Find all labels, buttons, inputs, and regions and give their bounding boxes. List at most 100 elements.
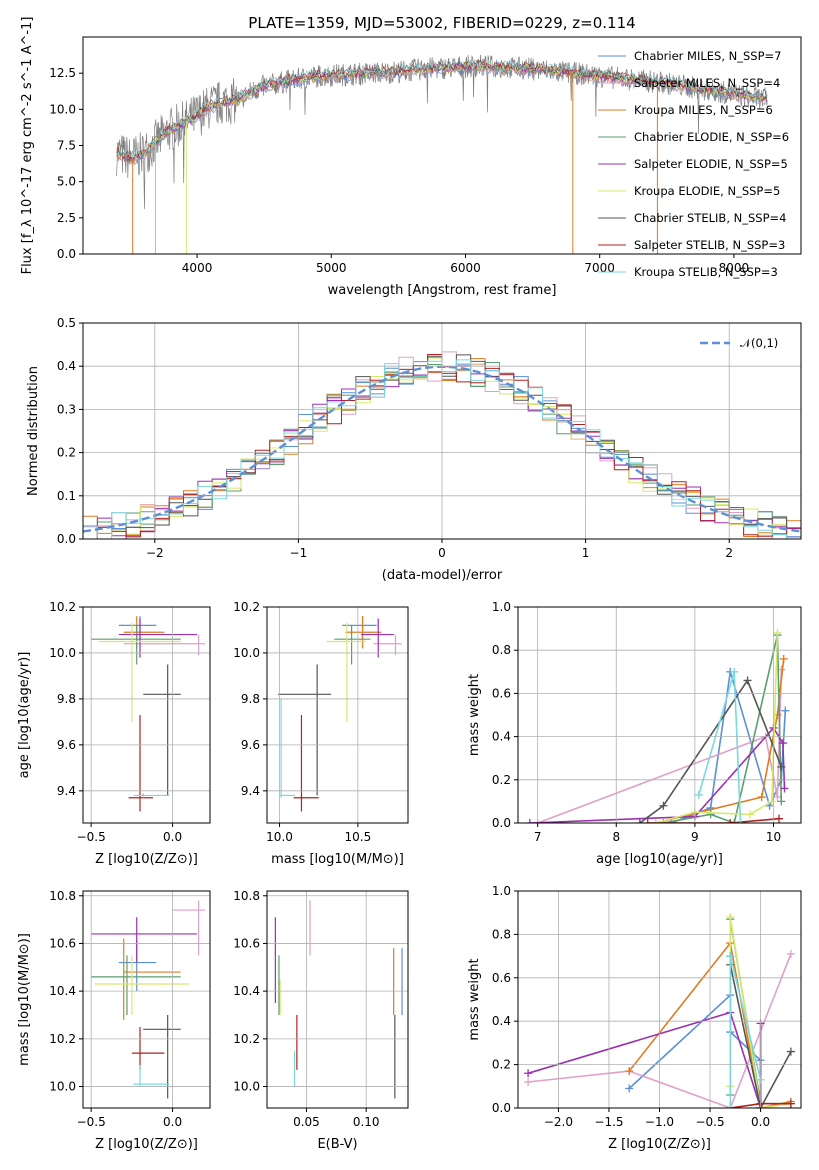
- weight-marker: [774, 814, 783, 823]
- y-tick-label: 0.6: [492, 686, 511, 700]
- chart-panel-7: 0.05 0.10 10.0 10.2 10.4 10.6 10.8 E(B-V): [233, 889, 409, 1152]
- y-tick-label: 0.0: [57, 247, 76, 261]
- weight-line-5: [527, 1011, 762, 1108]
- weight-line-5: [529, 726, 786, 823]
- y-tick-label: 12.5: [49, 66, 76, 80]
- legend-entry: Salpeter ELODIE, N_SSP=5: [634, 157, 788, 171]
- x-axis-label: wavelength [Angstrom, rest frame]: [328, 283, 557, 298]
- weight-marker: [730, 819, 739, 823]
- data-point-4: [91, 955, 181, 1015]
- y-tick-label: 10.0: [233, 1080, 260, 1094]
- axes-frame: [517, 606, 802, 824]
- y-tick-label: 10.8: [233, 889, 260, 903]
- y-tick-label: 0.0: [57, 532, 76, 546]
- y-tick-label: 7.5: [57, 139, 76, 153]
- y-tick-label: 10.2: [49, 600, 76, 614]
- weight-marker: [524, 1069, 533, 1078]
- y-tick-label: 9.4: [57, 784, 76, 798]
- y-tick-label: 1.0: [492, 884, 511, 898]
- axes-frame: [517, 890, 802, 1109]
- axes-frame: [266, 890, 409, 1109]
- x-tick-label: 2: [725, 546, 733, 560]
- weight-marker: [777, 762, 786, 771]
- chart-panel-1: 4000 5000 6000 7000 8000 0.0 2.5 5.0 7.5 10.0 12.5…: [20, 14, 802, 298]
- x-tick-label: 0.0: [163, 1115, 182, 1129]
- x-axis-label: mass [log10(M/M⊙)]: [271, 852, 404, 867]
- y-tick-label: 0.8: [492, 927, 511, 941]
- weight-line-2: [537, 669, 783, 823]
- x-tick-label: −1.0: [645, 1115, 674, 1129]
- y-tick-label: 5.0: [57, 175, 76, 189]
- plot-area: [116, 54, 768, 254]
- data-point-6: [99, 623, 181, 722]
- chart-panel-2: −2 −1 0 1 2 0.0 0.1 0.2 0.3 0.4 0.5 (data-model)/er…: [26, 316, 802, 583]
- axes-frame: [82, 890, 211, 1109]
- x-tick-label: 5000: [316, 261, 347, 275]
- y-axis-label: mass weight: [467, 958, 482, 1040]
- weight-marker: [777, 797, 786, 806]
- x-tick-label: −1: [290, 546, 308, 560]
- weight-marker: [726, 952, 735, 961]
- plot-area: [525, 628, 790, 823]
- y-tick-label: 0.5: [57, 316, 76, 330]
- x-tick-label: 0.0: [751, 1115, 770, 1129]
- plot-area: [274, 900, 403, 1099]
- weight-line-3: [655, 658, 785, 823]
- legend-entry: Salpeter MILES, N_SSP=4: [634, 76, 780, 90]
- weight-marker: [694, 790, 703, 799]
- y-tick-label: 0.2: [57, 446, 76, 460]
- y-tick-label: 9.4: [241, 784, 260, 798]
- y-tick-label: 0.8: [492, 643, 511, 657]
- x-tick-label: −0.5: [695, 1115, 724, 1129]
- legend-entry: Chabrier STELIB, N_SSP=4: [634, 211, 786, 225]
- y-tick-label: 10.2: [49, 1032, 76, 1046]
- y-tick-label: 9.6: [57, 738, 76, 752]
- weight-marker: [730, 667, 739, 676]
- y-tick-label: 0.2: [492, 773, 511, 787]
- weight-marker: [726, 819, 735, 823]
- data-point-7: [277, 664, 332, 796]
- y-axis-label: mass weight: [467, 674, 482, 756]
- legend-entry: 𝒩(0,1): [740, 336, 778, 350]
- x-tick-label: 1: [582, 546, 590, 560]
- x-tick-label: 10.5: [345, 830, 372, 844]
- y-tick-label: 10.2: [233, 1032, 260, 1046]
- weight-marker: [651, 819, 660, 823]
- weight-marker: [745, 810, 754, 819]
- weight-marker: [659, 801, 668, 810]
- x-tick-label: 0: [438, 546, 446, 560]
- chart-panel-4: 10.0 10.5 9.4 9.6 9.8 10.0 10.2 mass [log10(M/M…: [233, 600, 409, 867]
- weight-marker: [643, 819, 652, 823]
- y-tick-label: 0.0: [492, 1101, 511, 1115]
- weight-marker: [736, 819, 745, 823]
- chart-panel-3: −0.5 0.0 9.4 9.6 9.8 10.0 10.2 Z [log10(Z/Z⊙)] a…: [17, 600, 211, 867]
- weight-marker: [524, 1077, 533, 1086]
- observed-spectrum: [116, 54, 768, 209]
- weight-marker: [780, 784, 789, 793]
- weight-line-8: [647, 817, 780, 823]
- x-axis-label: Z [log10(Z/Z⊙)]: [608, 1137, 711, 1152]
- axes-frame: [82, 36, 802, 255]
- y-tick-label: 0.0: [492, 816, 511, 830]
- data-point-5: [118, 618, 197, 658]
- x-axis-label: E(B-V): [317, 1137, 357, 1152]
- y-axis-label: age [log10(age/yr)]: [17, 652, 32, 779]
- weight-line-7: [639, 678, 783, 823]
- weight-marker: [625, 1067, 634, 1076]
- plot-area: [91, 616, 206, 812]
- plot-area: [277, 616, 402, 812]
- data-point-4: [91, 625, 181, 665]
- y-tick-label: 0.4: [492, 1014, 511, 1028]
- data-point-6: [326, 623, 366, 722]
- x-tick-label: −1.5: [594, 1115, 623, 1129]
- chart-panel-8: −2.0 −1.5 −1.0 −0.5 0.0 0.0 0.2 0.4 0.6 0.8 1.0 Z […: [467, 884, 802, 1152]
- data-point-3: [123, 938, 181, 1020]
- x-tick-label: 7: [534, 830, 542, 844]
- x-tick-label: 4000: [182, 261, 213, 275]
- x-tick-label: −2.0: [544, 1115, 573, 1129]
- y-tick-label: 0.4: [492, 730, 511, 744]
- weight-line-3: [628, 941, 792, 1108]
- y-axis-label: mass [log10(M/M⊙)]: [17, 933, 32, 1066]
- x-tick-label: 8: [612, 830, 620, 844]
- legend-entry: Chabrier ELODIE, N_SSP=6: [634, 130, 789, 144]
